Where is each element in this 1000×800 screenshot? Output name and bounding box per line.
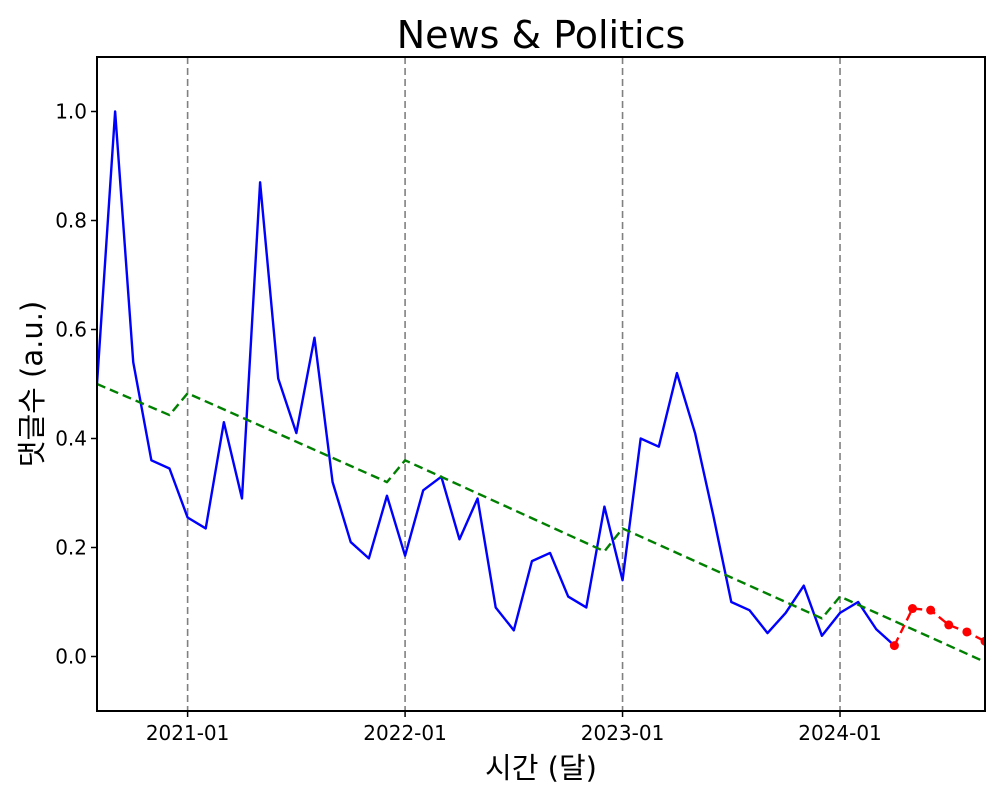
y-tick-label: 1.0: [55, 100, 87, 124]
series-point-2: [980, 636, 985, 646]
series-line-2: [893, 607, 985, 647]
x-tick-label: 2023-01: [581, 721, 665, 745]
x-tick-label: 2021-01: [146, 721, 230, 745]
x-tick-label: 2022-01: [363, 721, 447, 745]
series-point-2: [889, 641, 899, 651]
y-tick-label: 0.8: [55, 209, 87, 233]
y-tick-label: 0.0: [55, 645, 87, 669]
plot-frame: [96, 56, 986, 712]
plot-area: 0.0 0.2 0.4 0.6 0.8 1.0 2021-01 2022-01 2023-01 2…: [55, 57, 985, 745]
y-axis-label: 댓글수 (a.u.): [15, 301, 49, 467]
series-group: [97, 110, 985, 664]
series-point-2: [908, 604, 918, 614]
y-tick-label: 0.4: [55, 427, 87, 451]
y-tick-label: 0.2: [55, 536, 87, 560]
x-tick-label: 2024-01: [798, 721, 882, 745]
series-line-0: [97, 110, 896, 647]
x-axis-label: 시간 (달): [485, 751, 597, 785]
series-line-1: [97, 382, 985, 664]
series-point-2: [944, 620, 954, 630]
series-point-2: [926, 605, 936, 615]
y-tick-label: 0.6: [55, 318, 87, 342]
chart-title: News & Politics: [397, 13, 686, 57]
series-point-2: [962, 627, 972, 637]
